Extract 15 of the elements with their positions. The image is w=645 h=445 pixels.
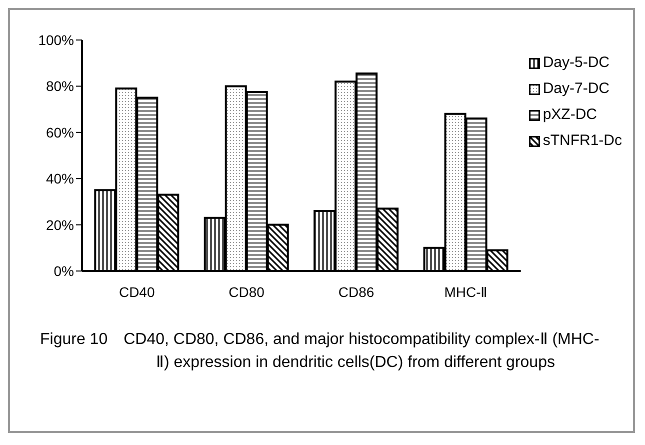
x-tick-label: MHC-Ⅱ <box>444 284 488 300</box>
y-tick-label: 100% <box>38 32 74 48</box>
y-tick-label: 20% <box>46 216 74 233</box>
x-tick-label: CD40 <box>118 284 155 300</box>
caption: Figure 10 CD40, CD80, CD86, and major histocompatibility complex-Ⅱ (MHC-Ⅱ) expression in dendritic cells(DC) from different groups <box>40 330 600 373</box>
legend-label: sTNFR1-Dc <box>542 131 622 151</box>
y-tick-label: 60% <box>46 124 74 140</box>
legend-label: Day-5-DC <box>542 53 610 73</box>
x-tick-label: CD86 <box>338 284 374 300</box>
y-tick-label: 40% <box>46 170 74 187</box>
y-tick-label: 0% <box>54 262 74 279</box>
legend-label: pXZ-DC <box>542 105 597 125</box>
x-tick-label: CD80 <box>228 284 265 300</box>
y-tick-label: 80% <box>46 78 74 94</box>
legend-label: Day-7-DC <box>542 79 610 99</box>
